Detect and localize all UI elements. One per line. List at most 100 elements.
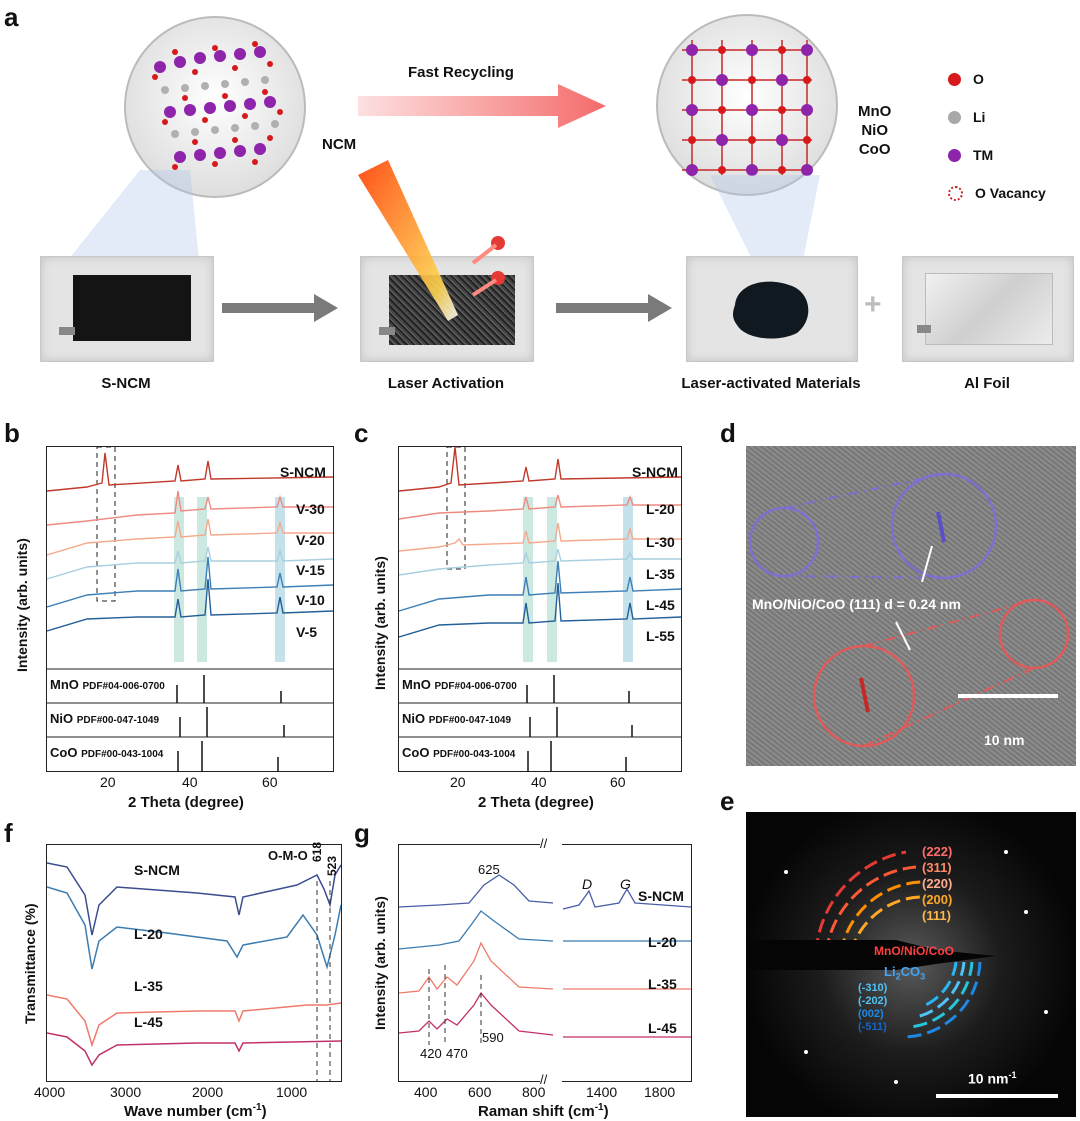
- series-v-30-line: [46, 490, 333, 526]
- panel-b-series-0: S-NCM: [280, 464, 326, 480]
- series-v-20-line: [46, 518, 333, 556]
- series-l-35-line: [398, 548, 681, 576]
- panel-c-series-3: L-35: [646, 566, 675, 582]
- panel-e-label: e: [720, 786, 735, 816]
- panel-c-series-0: S-NCM: [632, 464, 678, 480]
- series-l-45-line: [398, 560, 682, 612]
- panel-c-svg: [398, 446, 682, 771]
- panel-f-plot: [46, 844, 342, 1082]
- axis-break-top-icon: //: [540, 836, 562, 852]
- panel-f-xtick-2000: 2000: [192, 1084, 224, 1100]
- li2co3-label: Li2CO3: [884, 964, 926, 982]
- panel-g-xtick-800: 800: [522, 1084, 546, 1100]
- panel-g-svg: [398, 874, 692, 1045]
- panel-f-ylabel: Transmittance (%): [22, 903, 38, 1024]
- ncm-zoom-cone: [60, 170, 200, 270]
- panel-c-xtick-40: 40: [531, 774, 547, 790]
- panel-g-peak-420: 420: [420, 1046, 442, 1061]
- panel-g-series-3: L-45: [648, 1020, 677, 1036]
- ring-m511: (-511): [858, 1021, 887, 1033]
- step-laser-activated-materials: Laser-activated Materials: [681, 375, 861, 392]
- panel-g-band-g: G: [620, 876, 631, 892]
- panel-f-series-1: L-20: [134, 926, 163, 942]
- ring-200: (200): [922, 892, 953, 907]
- panel-c-plot: [398, 446, 682, 772]
- step-al-foil: Al Foil: [964, 375, 1010, 392]
- panel-b-ylabel: Intensity (arb. units): [14, 538, 30, 672]
- legend-li: Li: [948, 98, 1046, 136]
- series-l-45-ftir: [46, 1032, 342, 1067]
- series-s-ncm-raman-a: [398, 874, 554, 908]
- saed-scalebar-label: 10 nm-1: [968, 1070, 1017, 1087]
- panel-f-series-0: S-NCM: [134, 862, 180, 878]
- tem-overlay-svg: [748, 472, 1070, 748]
- ncm-label: NCM: [322, 136, 357, 153]
- arrow-1-icon: [222, 294, 338, 322]
- panel-f-xtick-1000: 1000: [276, 1084, 308, 1100]
- panel-c-series-4: L-45: [646, 597, 675, 613]
- panel-f-series-3: L-45: [134, 1014, 163, 1030]
- panel-g-band-d: D: [582, 876, 593, 892]
- panel-g-xtick-400: 400: [414, 1084, 438, 1100]
- ring-311: (311): [922, 860, 952, 875]
- panel-f-annot: O-M-O: [268, 848, 308, 863]
- panel-c-ref-nio: NiO PDF#00-047-1049: [402, 711, 512, 726]
- panel-c-xlabel: 2 Theta (degree): [478, 794, 594, 811]
- ncm-structure-image: [124, 16, 306, 198]
- panel-f-xlabel: Wave number (cm-1): [124, 1102, 267, 1120]
- arrow-2-icon: [556, 294, 672, 322]
- panel-f-peak-523: 523: [325, 855, 339, 876]
- laser-beam-icon: [358, 160, 505, 321]
- series-l-20-line: [398, 494, 681, 520]
- fast-recycling-label: Fast Recycling: [408, 64, 514, 81]
- tem-annotation: MnO/NiO/CoO (111) d = 0.24 nm: [752, 596, 961, 612]
- panel-b-series-5: V-5: [296, 624, 318, 640]
- panel-g-ylabel: Intensity (arb. units): [372, 896, 388, 1030]
- panel-g-peak-470: 470: [446, 1046, 468, 1061]
- saed-phase-label: MnO/NiO/CoO: [874, 944, 954, 958]
- series-l-45-raman-a: [398, 991, 554, 1036]
- panel-c-ref-mno: MnO PDF#04-006-0700: [402, 677, 517, 692]
- series-l-20-ftir: [46, 886, 342, 970]
- series-v-5-line: [46, 578, 334, 632]
- panel-b-ref-coo: CoO PDF#00-043-1004: [50, 745, 164, 760]
- laser-activated-materials-image: [686, 256, 858, 362]
- panel-c-series-2: L-30: [646, 534, 675, 550]
- panel-f-series-2: L-35: [134, 978, 163, 994]
- saed-overlay-svg: [746, 850, 1058, 1098]
- panel-b-series-3: V-15: [296, 562, 325, 578]
- ring-002: (002): [858, 1008, 884, 1020]
- panel-b-xtick-40: 40: [182, 774, 198, 790]
- tm-atom-icon: [948, 148, 961, 162]
- saed-rings-bottom: (-310) (-202) (002) (-511): [858, 982, 887, 1034]
- panel-a-label: a: [4, 2, 19, 32]
- panel-g-label: g: [354, 818, 370, 848]
- panel-g-peak-590: 590: [482, 1030, 504, 1045]
- series-v-10-line: [46, 556, 334, 608]
- panel-g-xtick-1800: 1800: [644, 1084, 676, 1100]
- series-l-20-raman-a: [398, 910, 554, 950]
- panel-g-xlabel: Raman shift (cm-1): [478, 1102, 609, 1120]
- rocksalt-zoom-cone: [710, 175, 820, 275]
- panel-c-series-1: L-20: [646, 501, 675, 517]
- panel-b-series-4: V-10: [296, 592, 325, 608]
- oxide-nio: NiO: [861, 122, 888, 139]
- li-atom-icon: [948, 110, 961, 124]
- legend-tm: TM: [948, 136, 1046, 174]
- series-l-55-line: [398, 582, 682, 638]
- panel-b-ref-mno: MnO PDF#04-006-0700: [50, 677, 165, 692]
- ring-222: (222): [922, 844, 953, 859]
- panel-g-series-0: S-NCM: [638, 888, 684, 904]
- ring-220: (220): [922, 876, 953, 891]
- panel-c-label: c: [354, 418, 369, 448]
- axis-break-bottom-icon: //: [540, 1072, 562, 1088]
- o-vacancy-icon: [948, 185, 963, 201]
- tem-scalebar-label: 10 nm: [984, 732, 1025, 748]
- saed-pattern-image: (222) (311) (220) (200) (111) MnO/NiO/Co…: [746, 812, 1076, 1117]
- panel-b-series-2: V-20: [296, 532, 325, 548]
- series-l-30-line: [398, 522, 681, 552]
- panel-b-plot: [46, 446, 334, 772]
- panel-f-svg: [46, 862, 342, 1081]
- panel-b-svg: [46, 446, 334, 771]
- panel-b-xlabel: 2 Theta (degree): [128, 794, 244, 811]
